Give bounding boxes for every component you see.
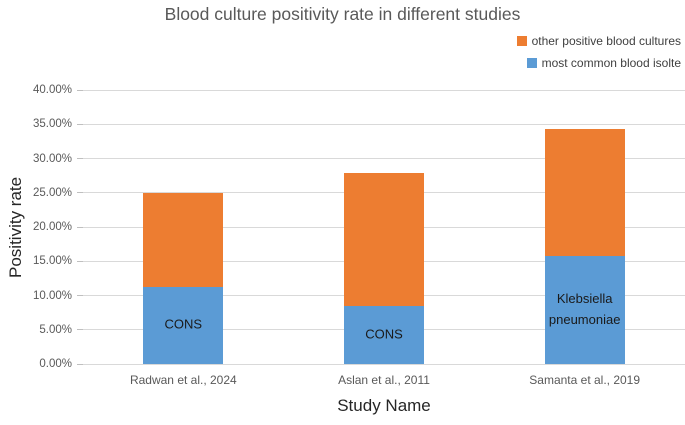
gridline	[77, 363, 685, 365]
bar-segment-label: CONS	[365, 326, 403, 342]
x-axis-title: Study Name	[337, 396, 431, 415]
legend-swatch	[516, 36, 527, 46]
bar-segment-other	[344, 172, 424, 306]
bar-segment-most-common: CONS	[143, 286, 224, 364]
bar-segment-other	[544, 129, 625, 257]
bar-segment-most-common: Klebsiella pneumoniae	[544, 256, 625, 364]
y-tick-label: 5.00%	[39, 323, 72, 336]
legend: other positive blood cultures most common…	[516, 34, 681, 70]
y-tick-label: 15.00%	[32, 255, 72, 268]
gridline	[77, 158, 685, 159]
y-tick-label: 25.00%	[32, 186, 72, 199]
y-tick-label: 20.00%	[32, 221, 72, 233]
legend-label: other positive blood cultures	[531, 34, 681, 48]
legend-label: most common blood isolte	[541, 56, 681, 70]
x-tick-label: Radwan et al., 2024	[129, 373, 237, 387]
gridline	[77, 89, 685, 91]
legend-swatch	[526, 58, 537, 68]
y-tick-label: 35.00%	[32, 118, 72, 131]
bar-segment-label: CONS	[164, 316, 203, 332]
legend-item: other positive blood cultures	[516, 34, 681, 48]
gridline	[77, 123, 685, 125]
y-tick-label: 10.00%	[32, 289, 72, 302]
y-tick-label: 30.00%	[32, 152, 72, 165]
x-tick-label: Aslan et al., 2011	[338, 373, 430, 387]
bar-segment-label: Klebsiella pneumoniae	[548, 291, 621, 328]
bar-segment-other	[143, 193, 224, 287]
plot-area: 0.00% 5.00% 10.00% 15.00% 20.00% 25.00% 30.00%…	[33, 84, 685, 387]
legend-item: most common blood isolte	[526, 56, 681, 70]
x-tick-label: Samanta et al., 2019	[529, 373, 641, 387]
chart-title: Blood culture positivity rate in differe…	[164, 4, 521, 24]
y-tick-label: 0.00%	[39, 358, 72, 370]
y-tick-label: 40.00%	[32, 84, 72, 96]
bar-segment-most-common: CONS	[344, 305, 424, 364]
